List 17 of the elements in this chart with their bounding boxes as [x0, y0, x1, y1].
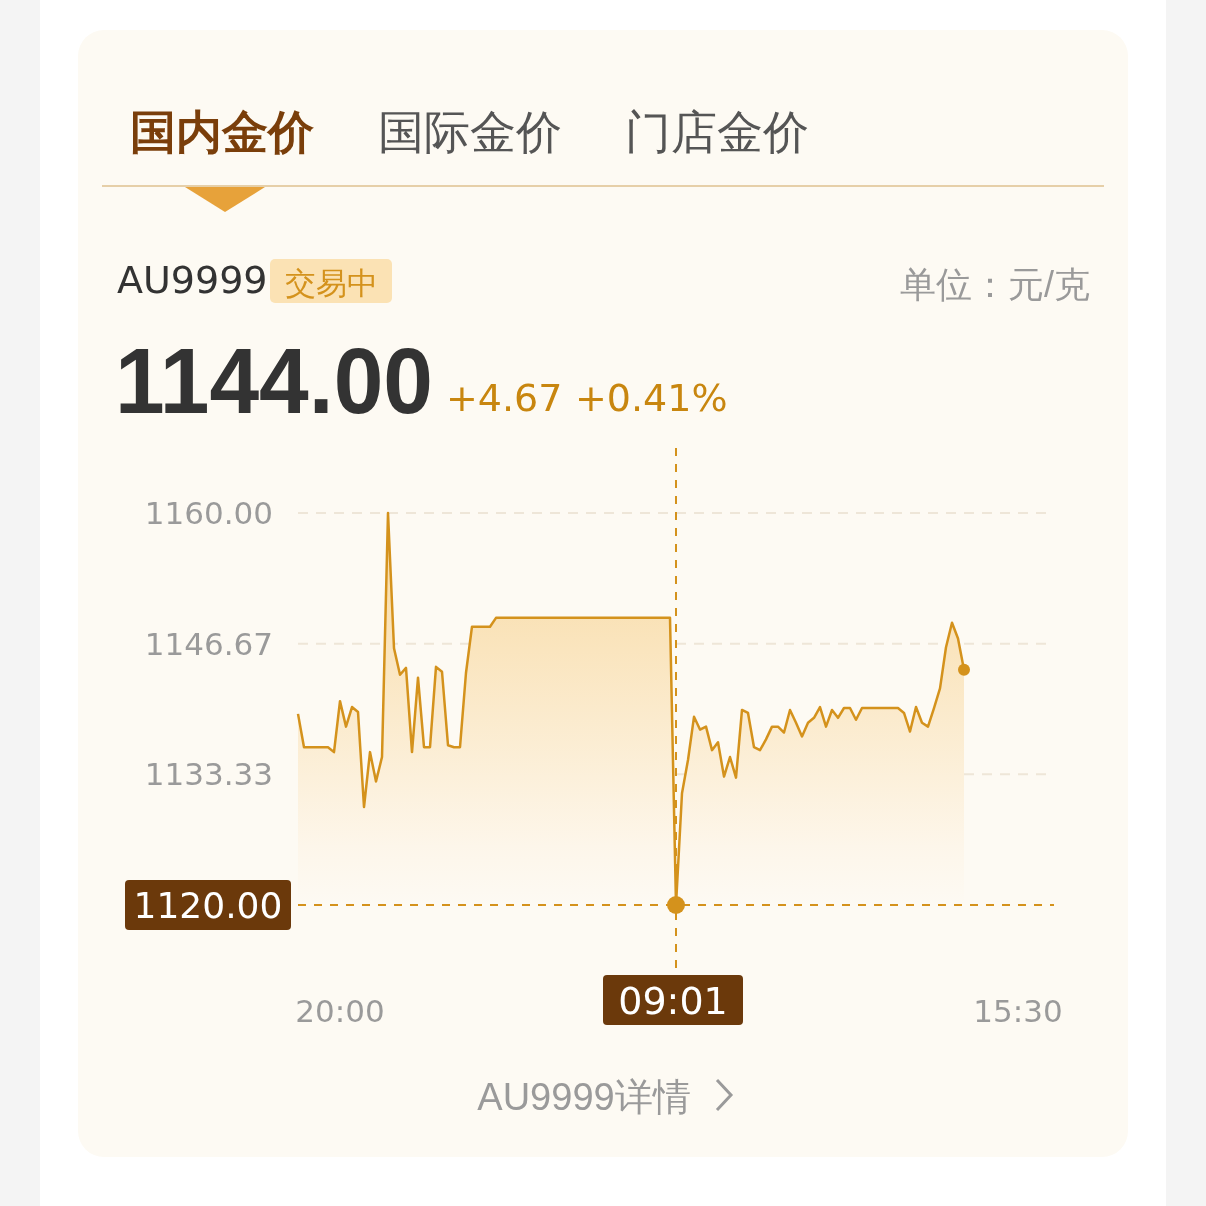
text: AU9999详情 — [477, 1076, 691, 1118]
chart-title: AU9999 — [117, 258, 268, 302]
ref-line-label: 1120.00 — [133, 885, 283, 926]
text: 国际金价 — [378, 106, 562, 158]
text: 单位：元/克 — [899, 264, 1090, 305]
text: 国内金价 — [130, 106, 314, 158]
y-tick-label: 1160.00 — [144, 495, 273, 531]
x-tick-label: 09:01 — [618, 979, 728, 1023]
y-tick-label: 1133.33 — [144, 756, 273, 793]
text: 交易中 — [284, 266, 378, 301]
text: +4.67 — [446, 376, 563, 420]
y-tick-label: 1146.67 — [144, 625, 273, 662]
text: 门店金价 — [625, 106, 809, 158]
x-tick-label: 20:00 — [295, 993, 385, 1029]
text: +0.41% — [575, 376, 728, 420]
text: 1144.00 — [115, 330, 443, 432]
x-tick-label: 15:30 — [973, 993, 1063, 1029]
